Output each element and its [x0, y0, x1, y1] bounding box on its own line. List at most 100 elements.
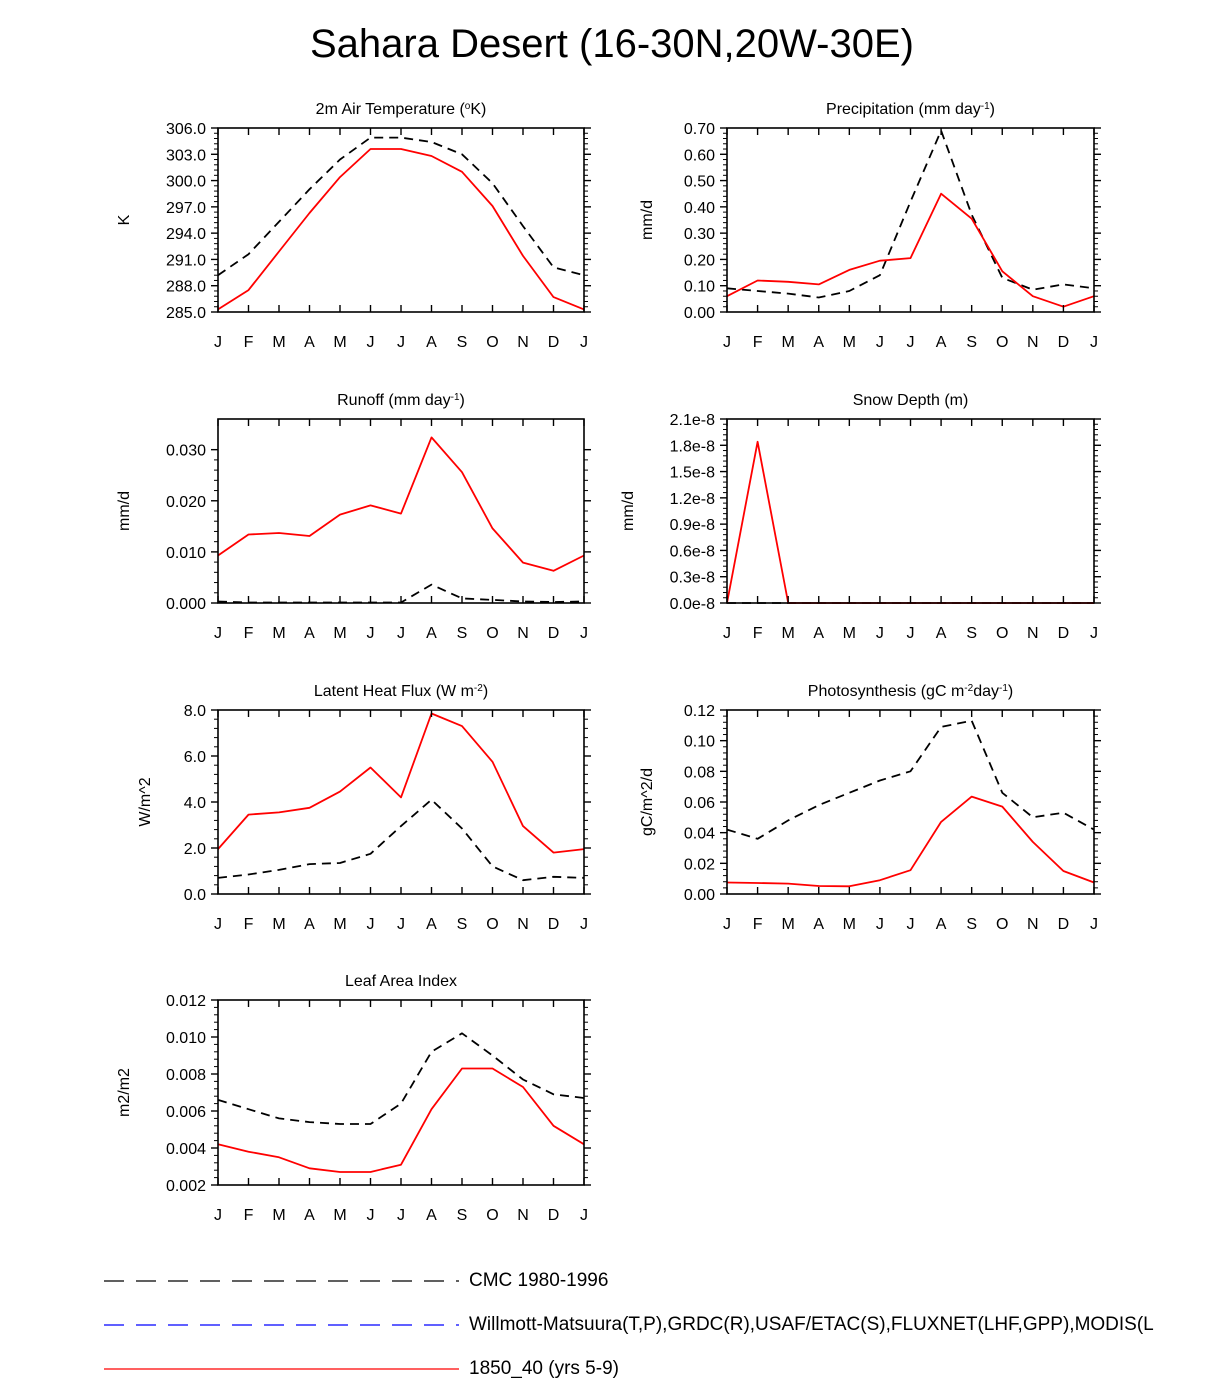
x-tick-label: A — [426, 916, 437, 933]
x-tick-label: J — [367, 334, 375, 351]
x-tick-label: S — [966, 334, 977, 351]
panel-title: Photosynthesis (gC m-2day-1) — [808, 683, 1013, 701]
x-tick-label: A — [304, 625, 315, 642]
x-tick-label: O — [996, 334, 1008, 351]
x-tick-label: M — [333, 1207, 346, 1224]
x-tick-label: O — [996, 916, 1008, 933]
plot-frame — [726, 127, 1095, 313]
y-tick-label: 0.10 — [684, 279, 715, 296]
x-tick-label: M — [843, 334, 856, 351]
y-tick-label: 0.30 — [684, 226, 715, 243]
series-line-reference — [217, 1032, 585, 1125]
y-axis-label: K — [116, 214, 133, 225]
y-tick-label: 288.0 — [166, 279, 206, 296]
x-tick-label: S — [457, 916, 468, 933]
y-tick-label: 0.02 — [684, 856, 715, 873]
x-tick-label: J — [723, 625, 731, 642]
x-tick-label: F — [753, 625, 763, 642]
x-tick-label: N — [517, 916, 529, 933]
y-tick-label: 1.2e-8 — [670, 491, 715, 508]
y-tick-label: 303.0 — [166, 147, 206, 164]
x-tick-label: F — [244, 1207, 254, 1224]
y-tick-label: 0.0e-8 — [670, 596, 715, 613]
x-tick-label: J — [580, 916, 588, 933]
y-tick-label: 0.60 — [684, 147, 715, 164]
x-tick-label: A — [304, 916, 315, 933]
x-tick-label: J — [1090, 334, 1098, 351]
x-tick-label: J — [907, 334, 915, 351]
series-line-reference — [217, 798, 585, 882]
x-tick-label: S — [966, 625, 977, 642]
x-tick-label: A — [813, 625, 824, 642]
x-tick-label: J — [907, 625, 915, 642]
panel-title: 2m Air Temperature (oK) — [316, 101, 487, 119]
x-tick-label: S — [457, 334, 468, 351]
x-tick-label: D — [1058, 625, 1070, 642]
x-tick-label: F — [244, 625, 254, 642]
y-axis-label: mm/d — [639, 200, 656, 240]
series-line-model — [217, 148, 585, 311]
y-tick-label: 0.08 — [684, 764, 715, 781]
page-title: Sahara Desert (16-30N,20W-30E) — [310, 22, 914, 66]
y-tick-label: 1.5e-8 — [670, 465, 715, 482]
x-tick-label: J — [1090, 916, 1098, 933]
x-tick-label: J — [214, 625, 222, 642]
x-tick-label: J — [397, 334, 405, 351]
y-tick-label: 0.006 — [166, 1104, 206, 1121]
x-tick-label: N — [517, 625, 529, 642]
y-tick-label: 8.0 — [184, 703, 206, 720]
x-tick-label: A — [426, 334, 437, 351]
y-tick-label: 0.50 — [684, 174, 715, 191]
y-tick-label: 0.00 — [684, 305, 715, 322]
y-tick-label: 6.0 — [184, 749, 206, 766]
x-tick-label: D — [548, 334, 560, 351]
x-tick-label: A — [304, 1207, 315, 1224]
x-tick-label: J — [1090, 625, 1098, 642]
y-tick-label: 0.40 — [684, 200, 715, 217]
series-line-reference — [726, 719, 1095, 840]
x-tick-label: M — [272, 625, 285, 642]
plot-frame — [217, 418, 585, 604]
y-tick-label: 0.10 — [684, 734, 715, 751]
x-tick-label: J — [367, 625, 375, 642]
x-tick-label: J — [876, 916, 884, 933]
y-tick-label: 0.0 — [184, 887, 206, 904]
y-tick-label: 4.0 — [184, 795, 206, 812]
y-axis-label: W/m^2 — [137, 777, 154, 826]
x-tick-label: M — [843, 625, 856, 642]
chart-panel-4: J F M A M J J A S O N D J 0.0e-8 0.3e-8 0.6e-8 0.9e-8 1.2… — [620, 392, 1101, 642]
x-tick-label: M — [272, 334, 285, 351]
y-tick-label: 297.0 — [166, 200, 206, 217]
x-tick-label: D — [1058, 916, 1070, 933]
y-tick-label: 291.0 — [166, 252, 206, 269]
x-tick-label: A — [304, 334, 315, 351]
y-tick-label: 0.20 — [684, 252, 715, 269]
x-tick-label: D — [548, 625, 560, 642]
x-tick-label: D — [1058, 334, 1070, 351]
plot-frame — [217, 709, 585, 895]
series-line-reference — [726, 129, 1095, 299]
x-tick-label: D — [548, 916, 560, 933]
x-tick-label: M — [333, 916, 346, 933]
plot-frame — [726, 709, 1095, 895]
series-line-model — [217, 712, 585, 854]
panel-title: Runoff (mm day-1) — [337, 392, 465, 410]
y-axis-label: mm/d — [116, 491, 133, 531]
panel-title: Leaf Area Index — [345, 973, 457, 990]
y-tick-label: 294.0 — [166, 226, 206, 243]
y-tick-label: 0.012 — [166, 993, 206, 1010]
y-tick-label: 0.030 — [166, 443, 206, 460]
x-tick-label: A — [936, 334, 947, 351]
x-tick-label: S — [966, 916, 977, 933]
x-tick-label: J — [580, 1207, 588, 1224]
x-tick-label: J — [723, 334, 731, 351]
chart-panel-7: J F M A M J J A S O N D J 0.002 0.004 0.006 0.008 0.010 0.… — [116, 973, 591, 1224]
y-tick-label: 1.8e-8 — [670, 438, 715, 455]
series-line-model — [726, 192, 1095, 308]
x-tick-label: J — [723, 916, 731, 933]
x-tick-label: A — [936, 625, 947, 642]
y-tick-label: 0.06 — [684, 795, 715, 812]
x-tick-label: M — [782, 625, 795, 642]
x-tick-label: J — [876, 625, 884, 642]
chart-panel-5: J F M A M J J A S O N D J 0.0 2.0 4.0 6.0 8.0 W/m^2 Latent … — [137, 683, 591, 933]
